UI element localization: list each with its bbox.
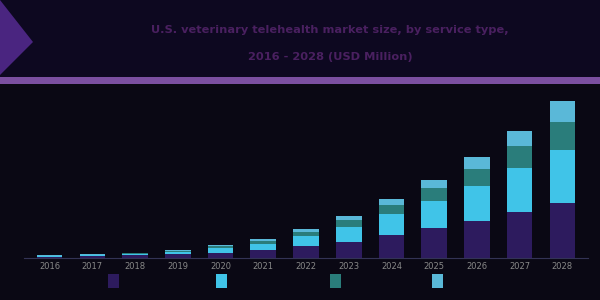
Bar: [507, 130, 532, 146]
Bar: [464, 169, 490, 186]
Bar: [250, 239, 276, 241]
Bar: [336, 216, 362, 220]
Bar: [80, 256, 105, 258]
Bar: [208, 248, 233, 253]
Bar: [464, 157, 490, 169]
Bar: [379, 205, 404, 214]
Bar: [379, 235, 404, 258]
Bar: [37, 256, 62, 258]
Text: U.S. veterinary telehealth market size, by service type,: U.S. veterinary telehealth market size, …: [151, 25, 509, 35]
Bar: [507, 212, 532, 258]
Bar: [250, 244, 276, 250]
Bar: [293, 232, 319, 236]
Bar: [165, 251, 191, 252]
Bar: [550, 202, 575, 258]
Bar: [336, 227, 362, 242]
Bar: [550, 122, 575, 150]
Bar: [250, 241, 276, 244]
Bar: [464, 221, 490, 258]
Bar: [336, 220, 362, 227]
Bar: [208, 245, 233, 247]
Bar: [336, 242, 362, 258]
Bar: [550, 150, 575, 202]
Bar: [421, 188, 447, 201]
Bar: [165, 250, 191, 251]
Bar: [421, 180, 447, 188]
Bar: [122, 254, 148, 256]
Bar: [421, 228, 447, 258]
Bar: [80, 255, 105, 256]
Bar: [507, 168, 532, 212]
Bar: [379, 214, 404, 235]
Bar: [165, 252, 191, 254]
Bar: [208, 253, 233, 258]
Bar: [122, 253, 148, 254]
Bar: [250, 250, 276, 258]
Bar: [208, 247, 233, 248]
Bar: [293, 246, 319, 258]
Bar: [165, 254, 191, 258]
Bar: [379, 199, 404, 205]
Text: 2016 - 2028 (USD Million): 2016 - 2028 (USD Million): [248, 52, 412, 62]
Bar: [507, 146, 532, 168]
Bar: [293, 236, 319, 246]
Bar: [122, 256, 148, 258]
Bar: [550, 101, 575, 122]
Bar: [293, 229, 319, 232]
Bar: [421, 201, 447, 228]
Bar: [464, 186, 490, 221]
